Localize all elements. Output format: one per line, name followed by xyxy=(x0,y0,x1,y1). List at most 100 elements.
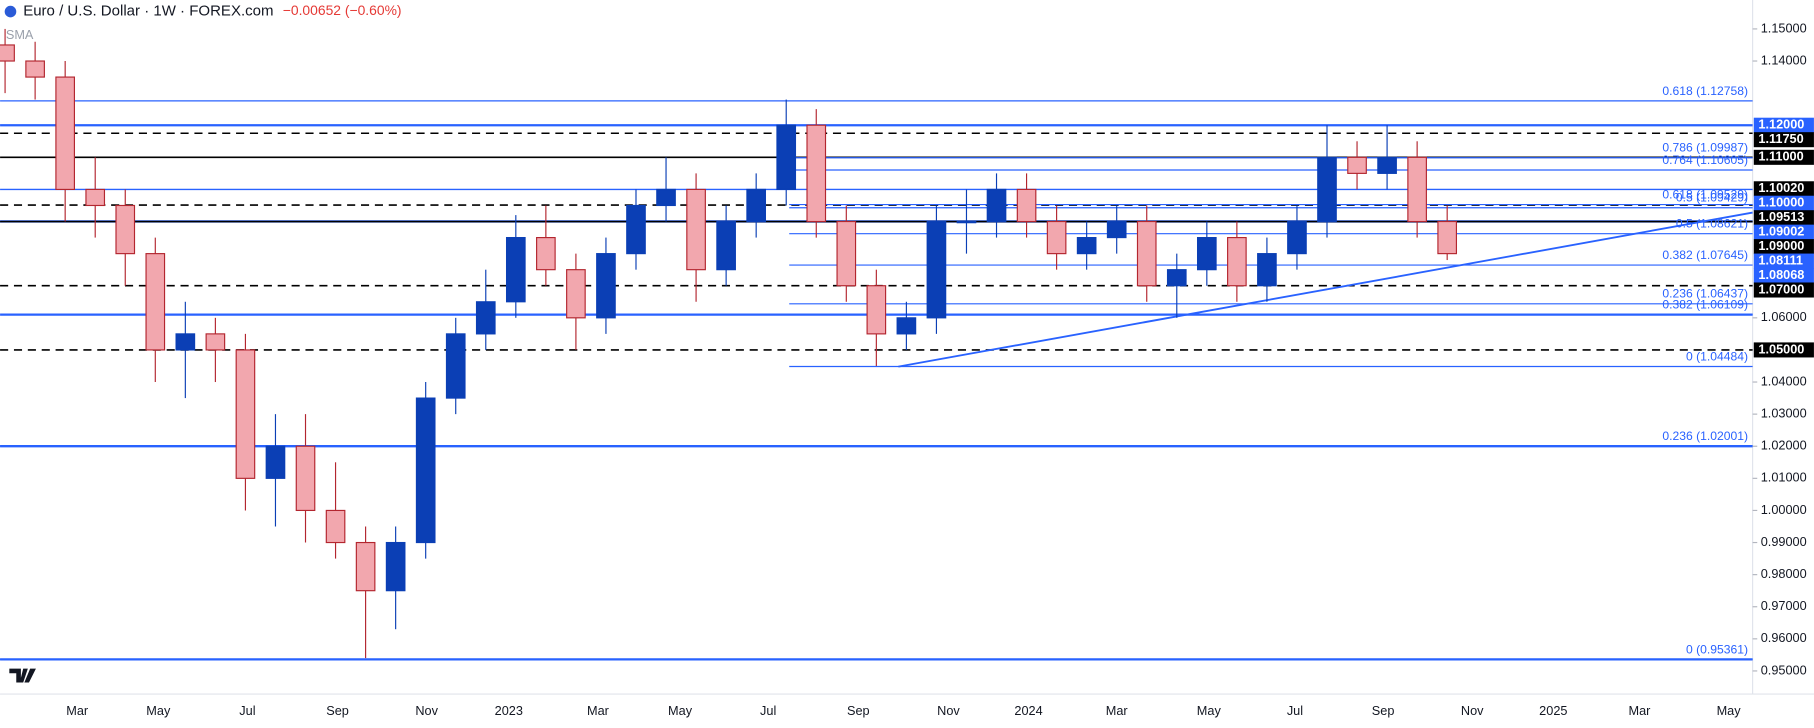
chart-title: Euro / U.S. Dollar · 1W · FOREX.com xyxy=(23,3,273,20)
price-label: 1.09000 xyxy=(1758,238,1804,253)
symbol-icon xyxy=(4,5,17,18)
x-tick-label: 2023 xyxy=(495,703,523,718)
candle-body xyxy=(175,333,196,351)
candle-body xyxy=(1437,220,1458,255)
price-label-box xyxy=(1753,210,1814,226)
candle-body xyxy=(1046,220,1067,255)
x-tick-label: Mar xyxy=(1106,703,1129,718)
x-tick-label: Jul xyxy=(760,703,776,718)
candle-body xyxy=(986,188,1007,223)
fib-label: 0.5 (1.09429) xyxy=(1676,191,1748,205)
x-tick-label: 2024 xyxy=(1014,703,1042,718)
candle-body xyxy=(385,541,406,592)
price-label: 1.08111 xyxy=(1758,252,1803,267)
candle-body xyxy=(235,349,256,479)
x-tick-label: May xyxy=(668,703,693,718)
fib-label: 0.618 (1.12758) xyxy=(1662,84,1748,98)
x-tick-label: Mar xyxy=(587,703,610,718)
price-label-box xyxy=(1753,224,1814,240)
candle-body xyxy=(55,76,75,191)
candle-body xyxy=(866,285,887,335)
candle-body xyxy=(656,188,676,207)
x-tick-label: Nov xyxy=(937,703,960,718)
x-tick-label: May xyxy=(1197,703,1222,718)
x-tick-label: Jul xyxy=(1287,703,1303,718)
price-label-box xyxy=(1753,181,1814,197)
candle-body xyxy=(265,445,286,479)
candle-body xyxy=(205,333,226,351)
x-tick-label: 2025 xyxy=(1539,703,1567,718)
x-tick-label: Sep xyxy=(847,703,870,718)
candle-body xyxy=(806,124,827,223)
candle-body xyxy=(896,317,917,335)
candle-body xyxy=(536,236,556,271)
candle-body xyxy=(1317,156,1337,223)
candle-body xyxy=(415,397,436,544)
x-tick-label: Mar xyxy=(66,703,89,718)
price-label-box xyxy=(1753,195,1814,211)
candle-body xyxy=(746,188,767,223)
candle-body xyxy=(1287,220,1307,255)
x-tick-label: Nov xyxy=(1461,703,1484,718)
fib-label: 0 (0.95361) xyxy=(1686,642,1748,656)
candle-body xyxy=(596,253,616,319)
price-label-box xyxy=(1753,282,1814,298)
candle-body xyxy=(295,445,316,512)
fib-label: 0.764 (1.10605) xyxy=(1662,153,1748,167)
candle-body xyxy=(115,204,136,255)
price-label-box xyxy=(1753,268,1814,284)
x-tick-label: Jul xyxy=(239,703,255,718)
price-label: 1.09002 xyxy=(1758,224,1804,239)
change: −0.00652 (−0.60%) xyxy=(283,2,402,18)
y-tick-label: 0.97000 xyxy=(1761,598,1807,613)
y-tick-label: 1.14000 xyxy=(1761,52,1807,67)
indicator-label[interactable]: SMA xyxy=(6,27,34,42)
plot-area: 0.618 (1.12758) 0.786 (1.09987)0.764 (1.1… xyxy=(0,28,1753,661)
candle-body xyxy=(926,220,947,319)
price-axis: 1.15000 1.14000 1.06000 1.04000 1.03000 1.020… xyxy=(1752,20,1814,677)
candle-body xyxy=(1106,220,1127,239)
price-label: 1.07000 xyxy=(1758,281,1804,296)
candle-body xyxy=(0,44,15,62)
x-tick-label: Sep xyxy=(326,703,349,718)
y-tick-label: 0.96000 xyxy=(1761,630,1807,645)
fib-label: 0.236 (1.06437) xyxy=(1662,287,1748,301)
candle-body xyxy=(1407,156,1427,223)
price-label-box xyxy=(1753,132,1814,148)
price-label-box xyxy=(1753,342,1814,358)
price-label-box xyxy=(1753,253,1814,269)
x-tick-label: Nov xyxy=(415,703,438,718)
candle-body xyxy=(1076,236,1097,255)
price-label: 1.05000 xyxy=(1758,341,1804,356)
candle-body xyxy=(85,188,106,207)
y-tick-label: 1.15000 xyxy=(1761,20,1807,35)
candle-body xyxy=(1347,156,1367,174)
price-label: 1.10020 xyxy=(1758,180,1804,195)
candle-body xyxy=(445,333,466,399)
fib-label: 0.5 (1.08621) xyxy=(1676,217,1748,231)
price-label: 1.10000 xyxy=(1758,195,1804,210)
price-label: 1.11750 xyxy=(1758,131,1803,146)
fib-label: 0.382 (1.06109) xyxy=(1662,297,1748,311)
y-tick-label: 0.95000 xyxy=(1761,662,1807,677)
fib-label: 0 (1.04484) xyxy=(1686,349,1748,363)
candle-body xyxy=(25,60,45,78)
candle-body xyxy=(1227,236,1247,287)
y-tick-label: 1.06000 xyxy=(1761,309,1807,324)
fib-label: 0.618 (1.09529) xyxy=(1662,187,1748,201)
fib-label: 0.382 (1.07645) xyxy=(1662,248,1748,262)
price-label: 1.11000 xyxy=(1758,149,1803,164)
candle-body xyxy=(686,188,706,271)
candle-body xyxy=(1016,188,1037,223)
candle-body xyxy=(1136,220,1157,287)
y-tick-label: 1.03000 xyxy=(1761,405,1807,420)
price-label-box xyxy=(1753,239,1814,255)
fib-label: 0.786 (1.09987) xyxy=(1662,141,1748,155)
x-tick-label: May xyxy=(146,703,171,718)
candle-body xyxy=(626,204,646,255)
price-label-box xyxy=(1753,149,1814,165)
candle-body xyxy=(1196,236,1217,271)
candle-body xyxy=(1257,253,1277,287)
candle-body xyxy=(355,541,376,592)
